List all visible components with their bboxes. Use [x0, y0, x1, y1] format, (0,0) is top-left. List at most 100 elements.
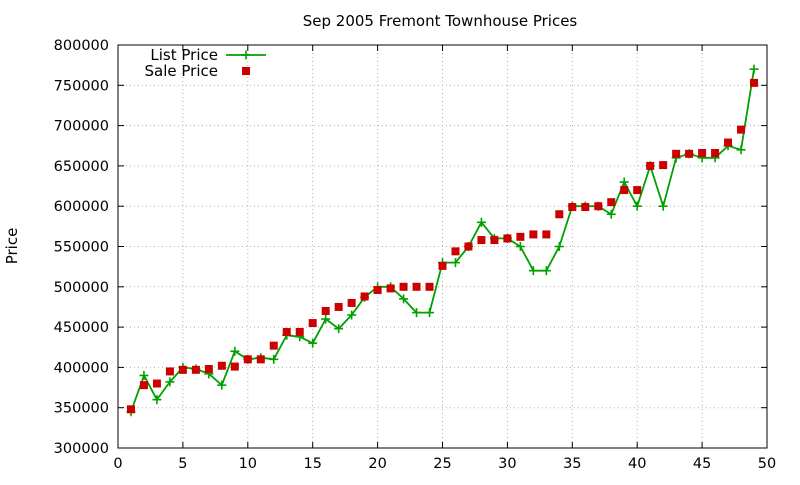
- y-tick-label: 600000: [54, 199, 109, 215]
- x-tick-label: 10: [239, 456, 257, 472]
- sale-price-point: [581, 203, 590, 212]
- legend-swatch-plus: [241, 50, 251, 60]
- sale-price-point: [477, 236, 486, 245]
- y-tick-label: 300000: [54, 441, 109, 457]
- sale-price-point: [594, 202, 603, 211]
- x-tick-label: 25: [433, 456, 451, 472]
- sale-price-point: [750, 78, 759, 87]
- sale-price-point: [139, 381, 148, 390]
- sale-price-point: [373, 286, 382, 295]
- sale-price-point: [360, 292, 369, 301]
- y-tick-label: 750000: [54, 78, 109, 94]
- plot-area-frame: [117, 44, 768, 449]
- sale-price-point: [321, 306, 330, 315]
- sale-price-point: [724, 138, 733, 147]
- sale-price-point: [399, 282, 408, 291]
- x-tick-label: 20: [368, 456, 386, 472]
- list-price-point: [139, 370, 149, 380]
- sale-price-point: [425, 282, 434, 291]
- x-tick-label: 45: [693, 456, 711, 472]
- tick-labels: 0 5 10 15 20 25 30 35 40 45 50 300000 350000 400000 45…: [54, 38, 777, 472]
- list-price-point: [450, 258, 460, 268]
- sale-price-point: [633, 186, 642, 195]
- sale-price-point: [620, 186, 629, 195]
- legend-swatch-square: [242, 67, 250, 75]
- list-price-point: [658, 201, 668, 211]
- y-tick-label: 650000: [54, 159, 109, 175]
- sale-price-point: [711, 149, 720, 158]
- sale-price-point: [204, 365, 213, 374]
- y-axis-label: Price: [3, 228, 21, 265]
- x-tick-label: 15: [303, 456, 321, 472]
- list-price-point: [476, 217, 486, 227]
- sale-price-point: [191, 365, 200, 374]
- sale-price-point: [282, 327, 291, 336]
- sale-price-point: [438, 261, 447, 270]
- sale-price-point: [412, 282, 421, 291]
- list-price-point: [152, 395, 162, 405]
- sale-price-point: [308, 319, 317, 328]
- sale-price-point: [152, 379, 161, 388]
- list-price-point: [321, 314, 331, 324]
- list-price-point: [528, 266, 538, 276]
- sale-price-point: [542, 230, 551, 239]
- sale-price-point: [516, 232, 525, 241]
- list-price-point: [334, 324, 344, 334]
- list-price-point: [347, 310, 357, 320]
- y-tick-label: 350000: [54, 401, 109, 417]
- list-price-point: [165, 377, 175, 387]
- sale-price-point: [386, 284, 395, 293]
- sale-price-point: [295, 327, 304, 336]
- sale-price-point: [464, 242, 473, 251]
- sale-price-point: [555, 210, 564, 219]
- sale-price-point: [529, 230, 538, 239]
- sale-price-point: [256, 355, 265, 364]
- sale-price-point: [568, 203, 577, 212]
- sale-price-point: [126, 405, 135, 414]
- list-price-point: [541, 266, 551, 276]
- legend-label-list-price: List Price: [150, 46, 218, 64]
- sale-price-point: [685, 149, 694, 158]
- list-price-line: [130, 69, 755, 413]
- list-price-point: [749, 64, 759, 74]
- sale-price-point: [165, 367, 174, 376]
- sale-price-point: [451, 247, 460, 256]
- y-tick-label: 500000: [54, 280, 109, 296]
- list-price-point: [217, 380, 227, 390]
- sale-price-point: [503, 234, 512, 243]
- sale-price-point: [347, 298, 356, 307]
- sale-price-point: [269, 341, 278, 350]
- x-tick-label: 0: [113, 456, 122, 472]
- sale-price-point: [672, 149, 681, 158]
- list-price-point: [230, 346, 240, 356]
- y-tick-label: 700000: [54, 119, 109, 135]
- chart-title: Sep 2005 Fremont Townhouse Prices: [303, 12, 578, 30]
- sale-price-point: [334, 302, 343, 311]
- x-tick-label: 40: [628, 456, 646, 472]
- list-price-point: [515, 242, 525, 251]
- series-layer: [126, 64, 759, 417]
- y-tick-label: 400000: [54, 360, 109, 376]
- x-tick-label: 30: [498, 456, 516, 472]
- sale-price-point: [607, 198, 616, 207]
- list-price-point: [412, 308, 422, 318]
- legend-label-sale-price: Sale Price: [145, 62, 218, 80]
- x-tick-label: 5: [178, 456, 187, 472]
- sale-price-point: [230, 362, 239, 371]
- sale-price-point: [698, 149, 707, 158]
- sale-price-point: [646, 161, 655, 170]
- list-price-point: [632, 201, 642, 211]
- list-price-point: [269, 354, 279, 364]
- sale-price-point: [178, 365, 187, 374]
- y-tick-label: 800000: [54, 38, 109, 54]
- grid: [117, 44, 768, 449]
- x-tick-label: 35: [563, 456, 581, 472]
- y-tick-label: 550000: [54, 240, 109, 256]
- list-price-point: [425, 308, 435, 318]
- sale-price-point: [490, 236, 499, 245]
- sale-price-point: [243, 355, 252, 364]
- list-price-point: [736, 145, 746, 155]
